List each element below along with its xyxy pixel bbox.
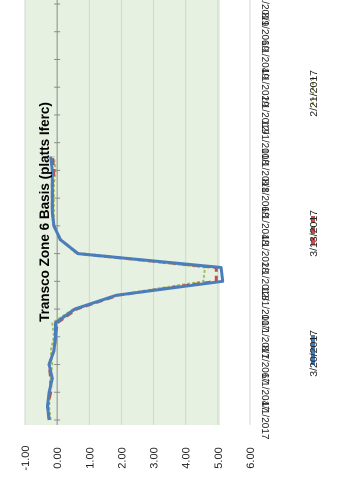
date-tick-label: 12/1/2018 — [259, 120, 270, 165]
value-tick-label: 0.00 — [52, 447, 64, 468]
date-tick-label: 12/1/2017 — [259, 287, 270, 332]
series-line — [46, 156, 225, 421]
date-tick-label: 6/1/2018 — [259, 206, 270, 245]
date-tick-label: 10/1/2017 — [259, 315, 270, 360]
date-tick-label: 6/1/2019 — [259, 40, 270, 79]
legend-label: 3/20/2017 — [308, 330, 320, 377]
date-tick-label: 4/1/2017 — [259, 401, 270, 440]
value-tick-label: 1.00 — [84, 447, 96, 468]
date-tick-label: 6/1/2017 — [259, 373, 270, 412]
date-tick-label: 2/1/2018 — [259, 262, 270, 301]
chart-title: Transco Zone 6 Basis (platts Iferc) — [37, 102, 52, 322]
value-tick-label: 4.00 — [181, 447, 193, 468]
value-tick-label: 2.00 — [116, 447, 128, 468]
date-tick-label: 10/1/2018 — [259, 148, 270, 193]
legend-label: 3/13/2017 — [308, 210, 320, 257]
value-tick-label: 6.00 — [245, 447, 257, 468]
plot-area — [25, 0, 220, 425]
legend-label: 2/21/2017 — [308, 70, 320, 117]
value-tick-label: 5.00 — [213, 447, 225, 468]
date-tick-label: 8/1/2017 — [259, 345, 270, 384]
date-tick-label: 4/1/2018 — [259, 234, 270, 273]
date-tick-label: 2/1/2019 — [259, 95, 270, 134]
value-tick-label: 3.00 — [149, 447, 161, 468]
date-tick-label: 10/1/2019 — [259, 0, 270, 27]
date-tick-label: 8/1/2019 — [259, 12, 270, 51]
date-tick-label: 8/1/2018 — [259, 179, 270, 218]
date-tick-label: 4/1/2019 — [259, 68, 270, 107]
value-tick-label: -1.00 — [20, 445, 32, 470]
